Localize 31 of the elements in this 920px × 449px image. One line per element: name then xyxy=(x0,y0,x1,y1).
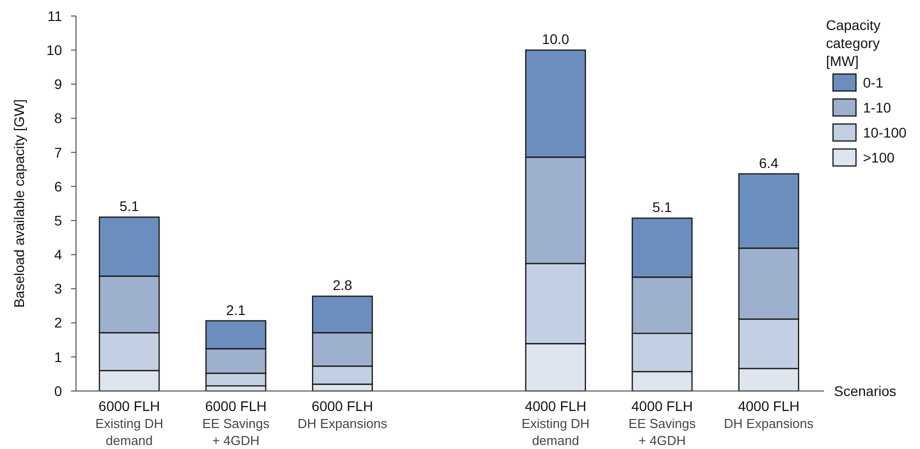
y-axis-title: Baseload available capacity [GW] xyxy=(11,99,27,308)
x-tick-label: 4000 FLH DH Expansions xyxy=(724,398,814,431)
total-label: 2.8 xyxy=(332,277,352,294)
x-tick-label: 6000 FLH Existing DH demand xyxy=(95,398,164,448)
legend-label: 10-100 xyxy=(863,124,907,140)
legend-title: Capacity category [MW] xyxy=(826,17,880,69)
total-label: 6.4 xyxy=(758,154,779,171)
x-tick-label: 4000 FLH EE Savings + 4GDH xyxy=(628,398,696,448)
x-tick-label: 6000 FLH EE Savings + 4GDH xyxy=(202,398,270,448)
y-tick-label: 0 xyxy=(54,382,62,399)
y-tick-label: 11 xyxy=(47,8,62,24)
x-axis-title: Scenarios xyxy=(834,382,896,399)
legend-label: 1-10 xyxy=(863,99,892,116)
x-tick-label: 4000 FLH Existing DH demand xyxy=(522,398,590,448)
y-tick-label: 6 xyxy=(54,178,62,194)
legend-label: 0-1 xyxy=(863,74,884,90)
total-label: 10.0 xyxy=(542,31,570,48)
x-tick-label: 6000 FLH DH Expansions xyxy=(298,398,388,431)
y-tick-label: 1 xyxy=(54,348,62,365)
y-tick-label: 5 xyxy=(54,212,62,228)
y-tick-label: 7 xyxy=(54,144,62,160)
legend-label: >100 xyxy=(863,149,895,166)
y-tick-label: 9 xyxy=(54,76,62,92)
y-tick-label: 2 xyxy=(54,314,62,331)
y-tick-label: 4 xyxy=(54,246,62,263)
y-tick-label: 3 xyxy=(54,280,62,297)
y-tick-label: 8 xyxy=(54,110,62,126)
total-label: 2.1 xyxy=(226,302,246,318)
total-label: 5.1 xyxy=(120,198,140,214)
y-tick-label: 10 xyxy=(46,42,62,58)
total-label: 5.1 xyxy=(652,199,672,216)
